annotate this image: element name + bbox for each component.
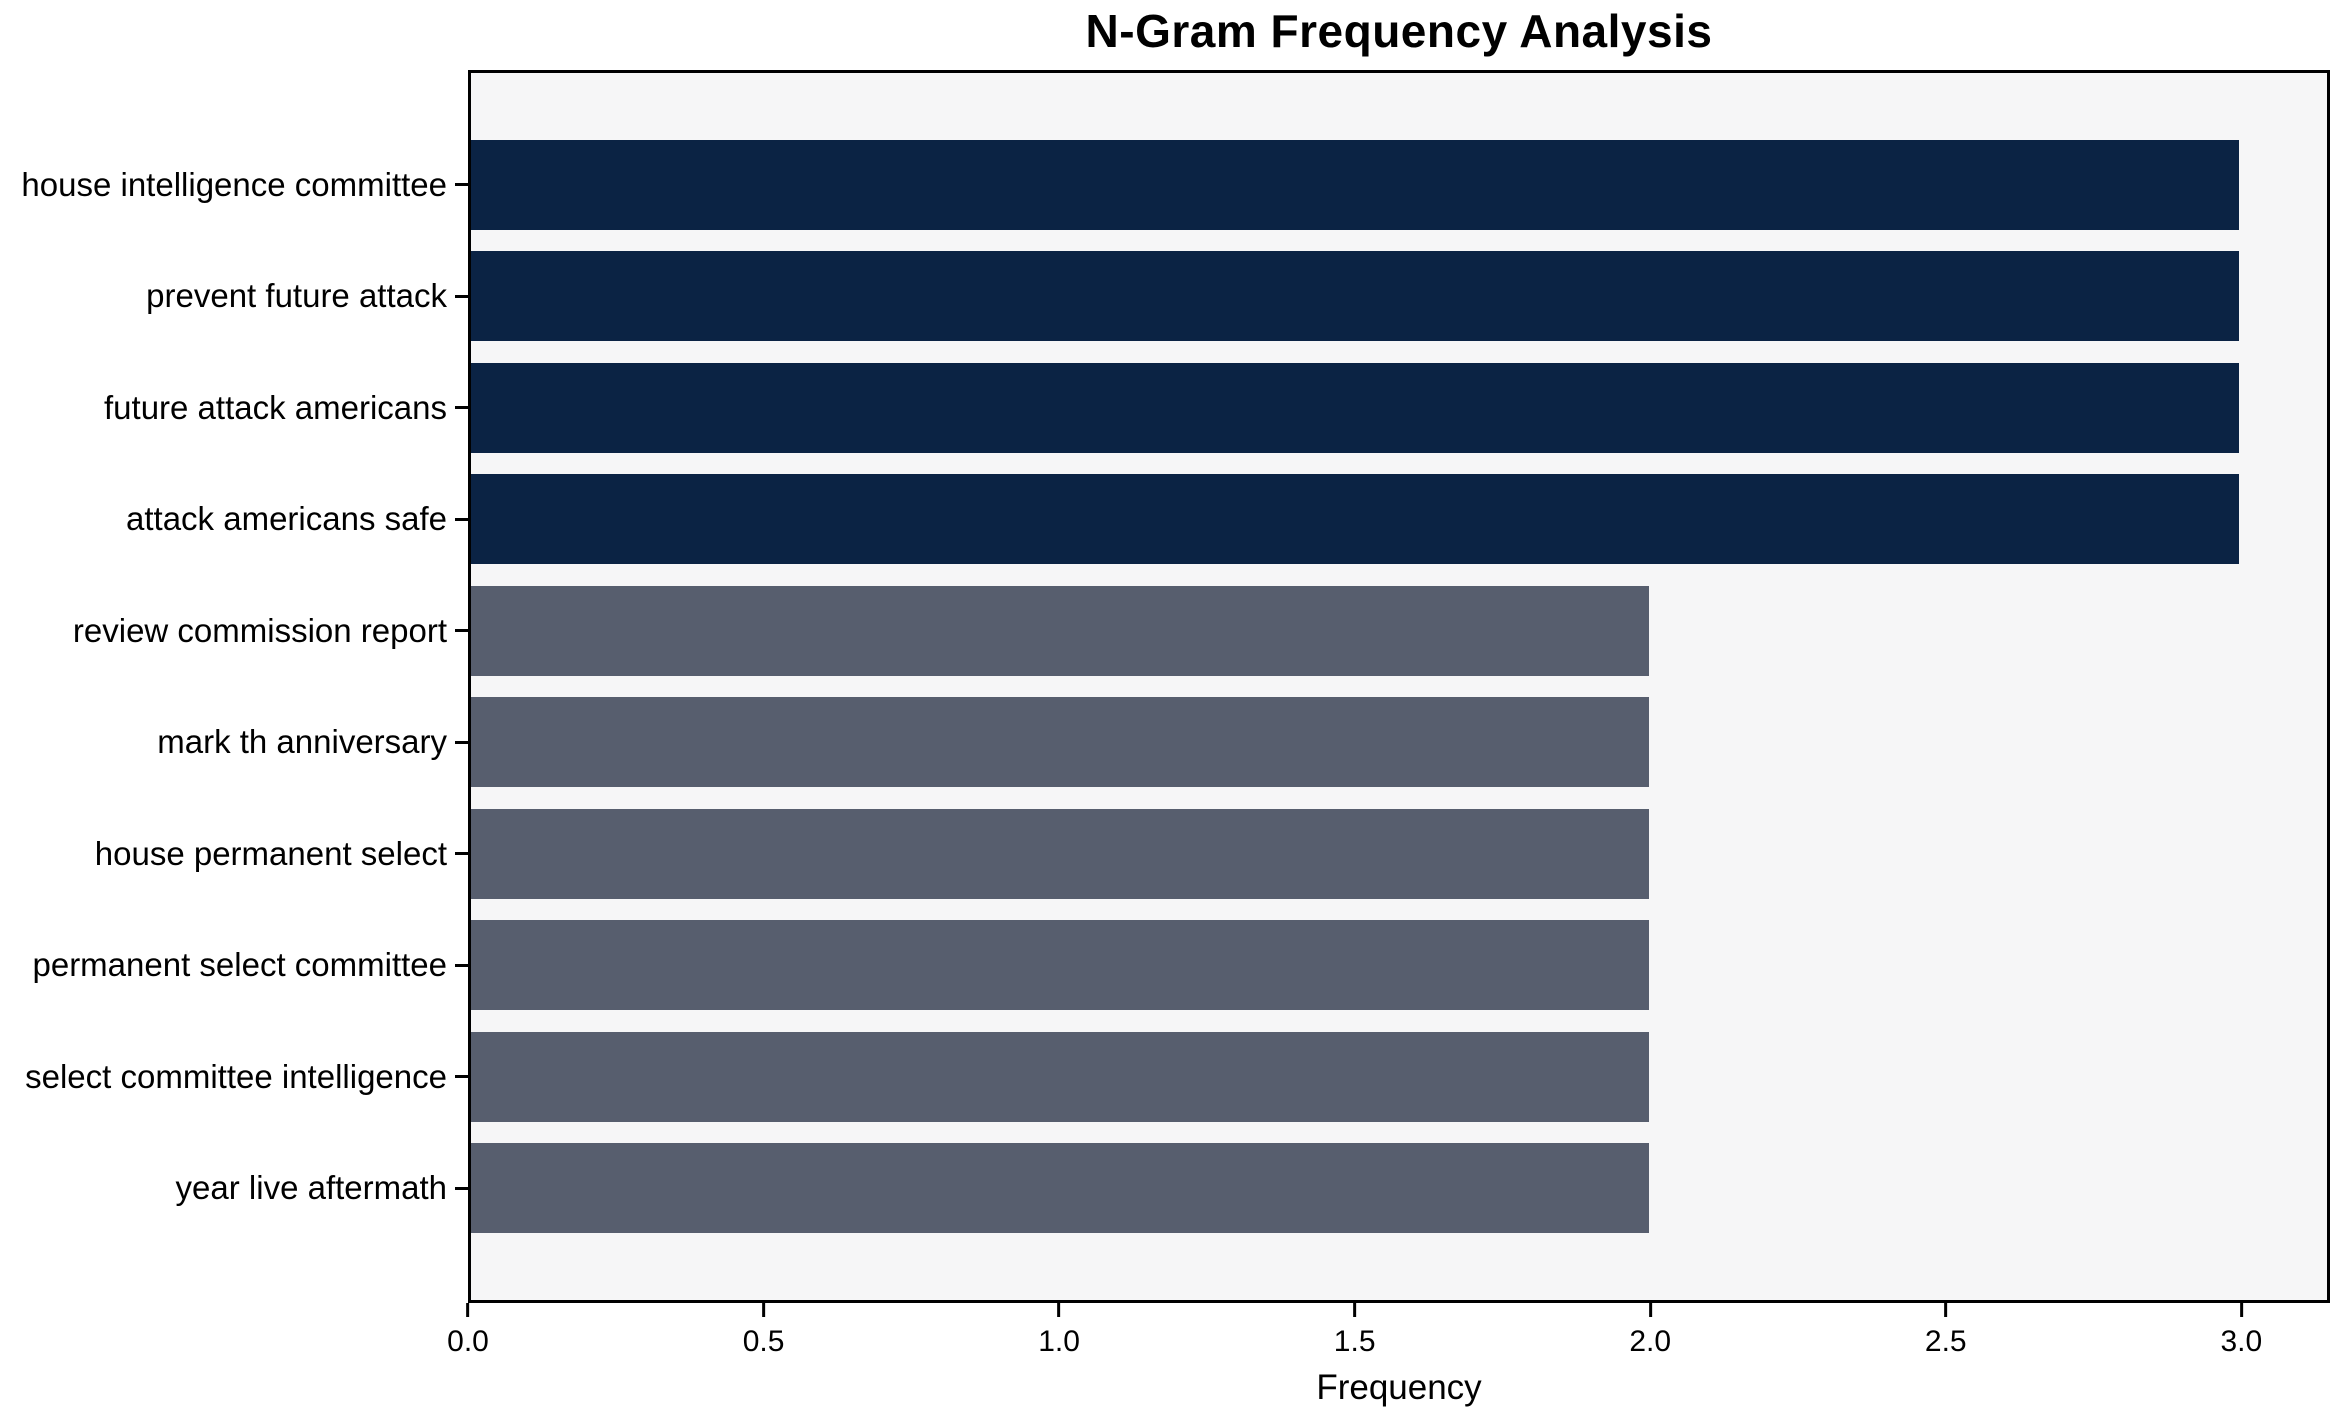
y-tick-label: house permanent select: [94, 834, 447, 872]
chart-row: attack americans safe: [126, 464, 2327, 576]
bar: [471, 474, 2239, 565]
y-tick-mark: [455, 294, 468, 298]
y-tick-label: review commission report: [72, 611, 447, 649]
x-tick-label: 3.0: [2220, 1325, 2263, 1358]
plot-area: house intelligence committee prevent futu…: [21, 70, 2330, 1303]
y-tick-mark: [455, 963, 468, 967]
y-tick-label: house intelligence committee: [21, 165, 447, 203]
bar: [471, 585, 1650, 676]
x-tick: 0.5: [742, 1303, 785, 1359]
x-tick-mark: [762, 1303, 766, 1317]
bar: [471, 1143, 1650, 1234]
y-tick-mark: [455, 1075, 468, 1079]
chart-row: select committee intelligence: [25, 1021, 2327, 1133]
x-tick: 2.0: [1629, 1303, 1671, 1359]
x-tick: 3.0: [2220, 1303, 2262, 1359]
y-tick-mark: [455, 740, 468, 744]
bar-rows: house intelligence committee prevent futu…: [21, 73, 2327, 1300]
x-axis-label: Frequency: [1316, 1368, 1482, 1407]
chart-row: review commission report: [73, 575, 2327, 687]
y-tick-label: prevent future attack: [146, 277, 447, 315]
bar: [471, 139, 2239, 230]
x-tick-mark: [1057, 1303, 1061, 1317]
chart-row: house intelligence committee: [21, 129, 2327, 241]
x-tick-label: 2.0: [1629, 1325, 1672, 1358]
chart-row: prevent future attack: [146, 241, 2327, 353]
x-tick-mark: [1648, 1303, 1652, 1317]
x-tick-mark: [1353, 1303, 1357, 1317]
y-tick-mark: [455, 517, 468, 521]
y-tick-mark: [455, 1186, 468, 1190]
x-tick-label: 1.0: [1038, 1325, 1080, 1358]
y-tick-label: mark th anniversary: [157, 723, 447, 761]
y-tick-label: year live aftermath: [175, 1169, 447, 1207]
bar: [471, 697, 1650, 788]
bar: [471, 251, 2239, 342]
chart-row: future attack americans: [104, 352, 2327, 464]
chart-row: house permanent select: [95, 798, 2327, 910]
chart-row: permanent select committee: [32, 910, 2327, 1022]
y-tick-mark: [455, 406, 468, 410]
x-tick-label: 0.0: [447, 1325, 489, 1358]
x-tick: 1.5: [1334, 1303, 1376, 1359]
bar: [471, 1031, 1650, 1122]
y-tick-mark: [455, 852, 468, 856]
bar: [471, 920, 1650, 1011]
x-tick-mark: [1944, 1303, 1948, 1317]
chart-title: N-Gram Frequency Analysis: [1085, 5, 1713, 57]
bar: [471, 362, 2239, 453]
y-tick-label: attack americans safe: [126, 500, 447, 538]
x-tick-mark: [2239, 1303, 2243, 1317]
y-tick-mark: [455, 183, 468, 187]
x-tick: 2.5: [1925, 1303, 1967, 1359]
x-tick-label: 1.5: [1333, 1325, 1376, 1358]
chart-row: year live aftermath: [176, 1133, 2327, 1245]
y-tick-mark: [455, 629, 468, 633]
x-tick: 0.0: [447, 1303, 489, 1359]
y-tick-label: select committee intelligence: [25, 1057, 447, 1095]
x-tick-mark: [466, 1303, 470, 1317]
bar: [471, 808, 1650, 899]
y-tick-label: future attack americans: [104, 388, 447, 426]
y-tick-label: permanent select committee: [32, 946, 447, 984]
chart-row: mark th anniversary: [157, 687, 2327, 799]
x-tick-label: 0.5: [742, 1325, 785, 1358]
x-tick-label: 2.5: [1924, 1325, 1967, 1358]
x-tick: 1.0: [1038, 1303, 1080, 1359]
